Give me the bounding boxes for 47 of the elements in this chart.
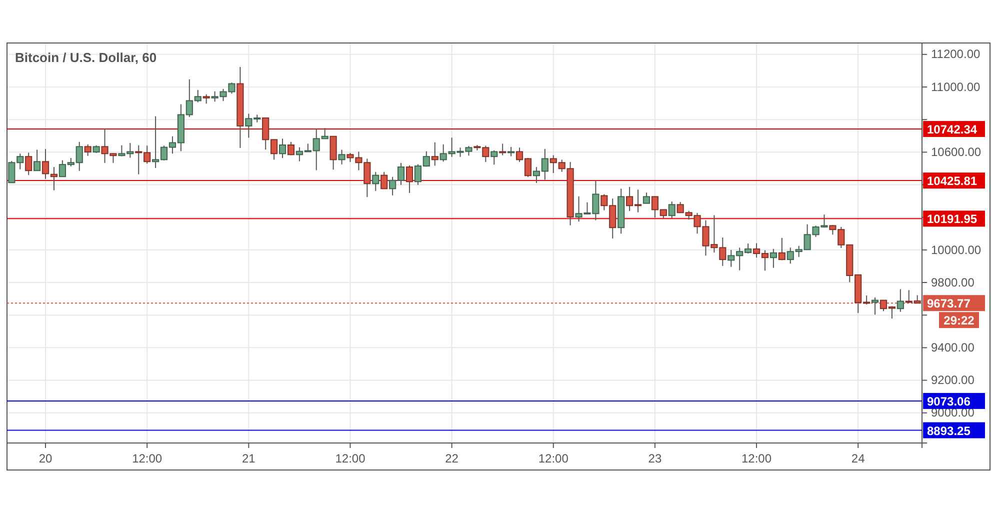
y-tick-label: 10600.00 [931,145,982,160]
candlestick [896,288,904,312]
candlestick [25,152,32,176]
candlestick [431,142,438,166]
candlestick [278,138,286,159]
y-tick-label: 11200.00 [931,47,980,62]
x-tick-label: 12:00 [742,452,772,466]
candlestick [642,192,650,204]
x-tick-label: 24 [851,452,866,466]
y-tick-label: 9800.00 [931,275,975,290]
ref-line-label: 10742.34 [927,122,978,136]
x-tick-label: 20 [38,452,53,466]
ref-line-label: 9073.06 [927,394,971,408]
candlestick [287,141,295,156]
candlestick [406,164,414,194]
candlestick [668,201,676,220]
ref-line-label: 10425.81 [927,174,978,188]
x-tick-label: 23 [648,452,662,466]
candlestick [330,136,337,170]
y-tick-label: 10000.00 [931,242,982,257]
y-tick-label: 9200.00 [931,373,975,388]
ref-line-label: 10191.95 [927,212,978,226]
ref-line-label: 8893.25 [927,424,971,438]
candlestick [499,143,506,156]
candlestick [372,171,380,192]
candlestick [490,150,498,166]
candlestick [84,144,92,156]
candlestick [380,171,388,190]
x-tick-label: 12:00 [335,452,366,466]
x-tick-label: 12:00 [538,452,569,466]
candlestick [508,146,515,157]
candlestick [338,149,346,165]
y-tick-label: 9400.00 [931,340,975,355]
ref-line-label: 9673.77 [927,296,971,311]
y-tick-label: 11000.00 [931,80,980,94]
candlestick [778,237,786,261]
y-tick-label: 9000.00 [931,406,975,420]
x-tick-label: 22 [445,452,459,466]
candlestick [202,94,210,104]
candlestick [770,248,777,268]
text: Bitcoin / U.S. Dollar, 60 [15,50,157,65]
candlestick [34,149,41,172]
x-tick-label: 21 [242,452,256,466]
x-tick-label: 12:00 [132,452,162,466]
candlestick [42,148,50,180]
candlestick [50,166,58,191]
text: 29:22 [944,314,975,328]
